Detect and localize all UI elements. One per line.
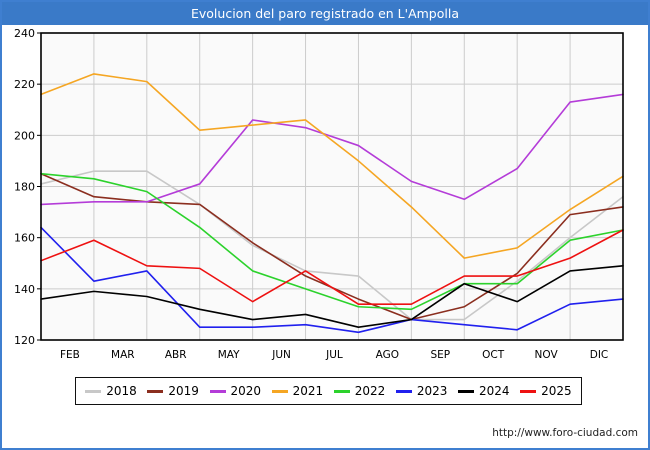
series-line-2024 xyxy=(40,265,624,329)
series-lines xyxy=(40,73,624,334)
legend-swatch-2018 xyxy=(85,389,102,393)
svg-text:FEB: FEB xyxy=(60,349,80,360)
chart-plot-area: 120 140 160 180 200 220 240 FEB MAR ABR MAY JUN JUL… xyxy=(2,25,648,360)
svg-text:140: 140 xyxy=(14,283,35,296)
legend-swatch-2021 xyxy=(271,389,288,393)
legend-swatch-2020 xyxy=(209,389,226,393)
series-line-2018 xyxy=(40,170,624,321)
svg-text:OCT: OCT xyxy=(482,349,505,360)
svg-text:DIC: DIC xyxy=(590,349,609,360)
y-axis-tick-labels: 120 140 160 180 200 220 240 xyxy=(14,27,41,347)
legend-label-2025: 2025 xyxy=(541,384,572,398)
svg-text:SEP: SEP xyxy=(430,349,450,360)
series-line-2020 xyxy=(40,93,624,206)
plot-frame xyxy=(40,32,624,341)
legend-item-2018[interactable]: 2018 xyxy=(85,384,137,398)
legend-label-2018: 2018 xyxy=(106,384,137,398)
grid-lines xyxy=(41,33,624,340)
legend-label-2020: 2020 xyxy=(230,384,262,398)
legend-item-2023[interactable]: 2023 xyxy=(395,384,448,398)
svg-text:200: 200 xyxy=(14,129,35,142)
svg-text:160: 160 xyxy=(14,232,35,245)
svg-text:240: 240 xyxy=(14,27,35,40)
legend-label-2021: 2021 xyxy=(292,384,324,398)
legend-item-2019[interactable]: 2019 xyxy=(147,384,199,398)
series-line-2025 xyxy=(40,229,624,305)
series-line-2022 xyxy=(40,172,624,311)
series-line-2023 xyxy=(40,226,624,334)
legend-swatch-2024 xyxy=(458,389,475,393)
page-title: Evolucion del paro registrado en L'Ampol… xyxy=(2,2,648,25)
legend-item-2022[interactable]: 2022 xyxy=(333,384,386,398)
series-line-2021 xyxy=(40,73,624,259)
svg-text:AGO: AGO xyxy=(376,349,399,360)
svg-text:ABR: ABR xyxy=(165,349,187,360)
legend-label-2022: 2022 xyxy=(354,384,386,398)
svg-text:MAR: MAR xyxy=(111,349,135,360)
svg-text:JUL: JUL xyxy=(325,349,343,360)
legend-swatch-2019 xyxy=(147,389,164,393)
legend-item-2021[interactable]: 2021 xyxy=(271,384,324,398)
legend-item-2024[interactable]: 2024 xyxy=(458,384,510,398)
legend-label-2019: 2019 xyxy=(168,384,199,398)
legend-item-2025[interactable]: 2025 xyxy=(520,384,572,398)
svg-text:JUN: JUN xyxy=(271,349,291,360)
legend-label-2024: 2024 xyxy=(479,384,510,398)
legend-swatch-2022 xyxy=(333,389,350,393)
source-url: http://www.foro-ciudad.com xyxy=(492,427,638,439)
svg-text:MAY: MAY xyxy=(218,349,240,360)
svg-text:NOV: NOV xyxy=(535,349,559,360)
legend-item-2020[interactable]: 2020 xyxy=(209,384,262,398)
svg-text:120: 120 xyxy=(14,334,35,347)
legend-swatch-2025 xyxy=(520,389,537,393)
x-axis-tick-labels: FEB MAR ABR MAY JUN JUL AGO SEP OCT NOV DIC xyxy=(60,349,608,360)
legend-label-2023: 2023 xyxy=(416,384,448,398)
svg-text:220: 220 xyxy=(14,78,35,91)
legend-swatch-2023 xyxy=(395,389,412,393)
line-chart: 120 140 160 180 200 220 240 FEB MAR ABR MAY JUN JUL… xyxy=(14,27,624,360)
svg-text:180: 180 xyxy=(14,181,35,194)
chart-legend: 2018 2019 2020 2021 2022 2023 2024 2025 xyxy=(75,377,582,405)
